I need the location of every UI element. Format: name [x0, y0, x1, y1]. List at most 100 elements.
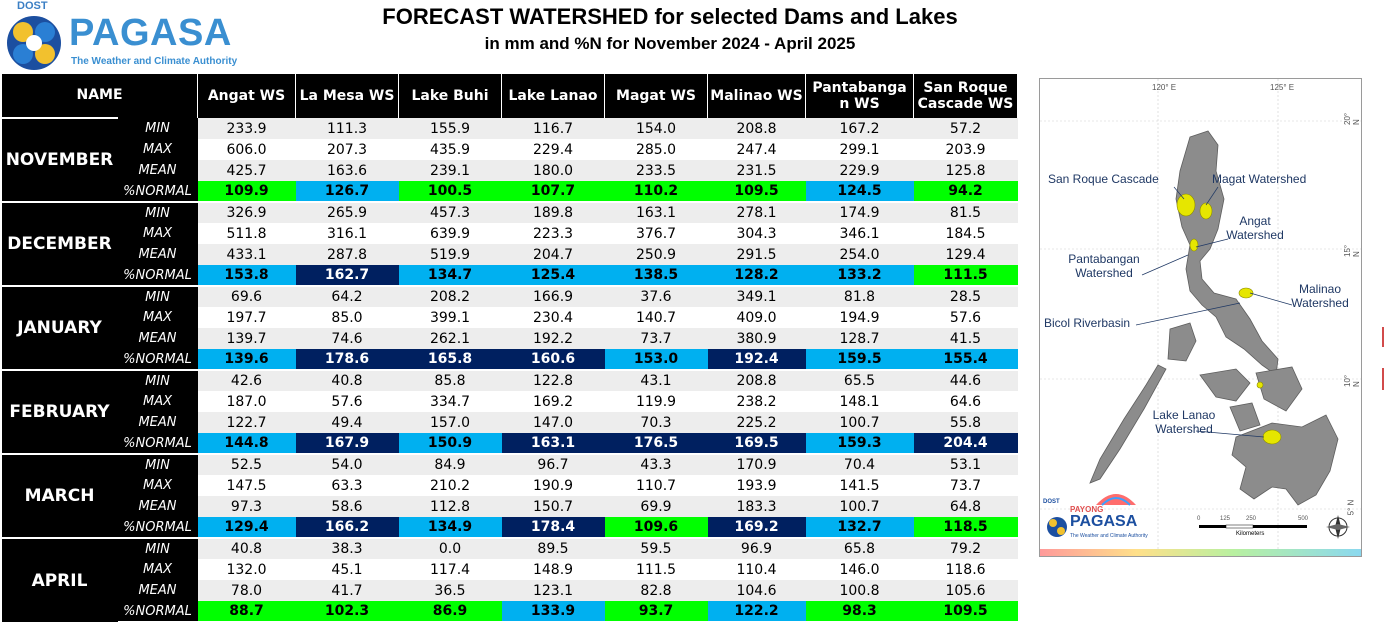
- stat-label: %NORMAL: [117, 181, 198, 203]
- value-cell: 197.7: [197, 307, 296, 328]
- percent-normal-cell: 132.7: [805, 517, 914, 539]
- percent-normal-cell: 163.1: [501, 433, 605, 455]
- lat-label: 5° N: [1346, 499, 1356, 516]
- value-cell: 278.1: [707, 202, 806, 223]
- table-row: DECEMBER MIN 326.9 265.9 457.3 189.8 163.1 278.…: [1, 201, 1018, 286]
- percent-normal-cell: 169.2: [707, 517, 806, 539]
- percent-normal-cell: 118.5: [913, 517, 1018, 539]
- value-cell: 174.9: [805, 202, 914, 223]
- lon-label: 120° E: [1152, 83, 1177, 92]
- percent-normal-cell: 98.3: [805, 601, 914, 623]
- value-cell: 57.6: [913, 307, 1018, 328]
- edge-mark: [1382, 368, 1384, 390]
- percent-normal-cell: 134.9: [398, 517, 502, 539]
- value-cell: 376.7: [604, 223, 708, 244]
- percent-normal-cell: 166.2: [295, 517, 399, 539]
- value-cell: 43.3: [604, 454, 708, 475]
- month-label: NOVEMBER: [1, 117, 118, 202]
- percent-normal-cell: 160.6: [501, 349, 605, 371]
- percent-normal-cell: 93.7: [604, 601, 708, 623]
- value-cell: 36.5: [398, 580, 502, 601]
- value-cell: 96.9: [707, 538, 806, 559]
- scale-tick: 125: [1220, 516, 1231, 522]
- column-header: La Mesa WS: [295, 74, 400, 118]
- column-header: Angat WS: [197, 74, 297, 118]
- percent-normal-cell: 109.9: [197, 181, 296, 203]
- value-cell: 59.5: [604, 538, 708, 559]
- percent-normal-cell: 126.7: [295, 181, 399, 203]
- stat-label: MIN: [117, 538, 198, 559]
- value-cell: 37.6: [604, 286, 708, 307]
- value-cell: 139.7: [197, 328, 296, 349]
- value-cell: 606.0: [197, 139, 296, 160]
- stat-label: MEAN: [117, 580, 198, 601]
- percent-normal-cell: 176.5: [604, 433, 708, 455]
- value-cell: 140.7: [604, 307, 708, 328]
- stat-label: MAX: [117, 391, 198, 412]
- value-cell: 43.1: [604, 370, 708, 391]
- map-logo-payong: PAYONG: [1070, 505, 1104, 514]
- value-cell: 52.5: [197, 454, 296, 475]
- table-row: MEAN 433.1 287.8 519.9 204.7 250.9 291.5 254.0 1…: [2, 244, 1018, 265]
- value-cell: 57.6: [295, 391, 399, 412]
- value-cell: 265.9: [295, 202, 399, 223]
- value-cell: 147.5: [197, 475, 296, 496]
- value-cell: 85.0: [295, 307, 399, 328]
- percent-normal-cell: 122.2: [707, 601, 806, 623]
- value-cell: 238.2: [707, 391, 806, 412]
- table-row: %NORMAL 144.8 167.9 150.9 163.1 176.5 169.5 159…: [2, 433, 1018, 455]
- table-row: MEAN 139.7 74.6 262.1 192.2 73.7 380.9 128.7 41.…: [2, 328, 1018, 349]
- value-cell: 70.3: [604, 412, 708, 433]
- month-label: FEBRUARY: [1, 369, 118, 454]
- table-row: MEAN 425.7 163.6 239.1 180.0 233.5 231.5 229.9 1…: [2, 160, 1018, 181]
- map-label-pantabangan: Pantabangan Watershed: [1068, 252, 1140, 280]
- value-cell: 150.7: [501, 496, 605, 517]
- value-cell: 233.5: [604, 160, 708, 181]
- value-cell: 433.1: [197, 244, 296, 265]
- value-cell: 100.7: [805, 412, 914, 433]
- stat-label: MAX: [117, 307, 198, 328]
- value-cell: 116.7: [501, 118, 605, 139]
- table-row: MAX 606.0 207.3 435.9 229.4 285.0 247.4 299.1 20…: [2, 139, 1018, 160]
- value-cell: 334.7: [398, 391, 502, 412]
- value-cell: 58.6: [295, 496, 399, 517]
- column-header: Pantabanga n WS: [805, 74, 915, 118]
- table-row: %NORMAL 129.4 166.2 134.9 178.4 109.6 169.2 132…: [2, 517, 1018, 539]
- value-cell: 122.7: [197, 412, 296, 433]
- value-cell: 73.7: [913, 475, 1018, 496]
- map-label-malinao: Malinao Watershed: [1291, 282, 1349, 310]
- watershed-map: 120° E 125° E 20° N 15° N 10° N 5° N San…: [1039, 78, 1362, 557]
- forecast-table: NAME Angat WS La Mesa WS Lake Buhi Lake …: [0, 74, 1019, 623]
- percent-normal-cell: 134.7: [398, 265, 502, 287]
- stat-label: MAX: [117, 139, 198, 160]
- value-cell: 42.6: [197, 370, 296, 391]
- table-row: FEBRUARY MIN 42.6 40.8 85.8 122.8 43.1 208.8 65.…: [1, 369, 1018, 454]
- value-cell: 207.3: [295, 139, 399, 160]
- percent-normal-cell: 133.9: [501, 601, 605, 623]
- lat-label: 10° N: [1343, 374, 1361, 387]
- value-cell: 299.1: [805, 139, 914, 160]
- dost-label: DOST: [17, 0, 48, 12]
- value-cell: 63.3: [295, 475, 399, 496]
- value-cell: 141.5: [805, 475, 914, 496]
- value-cell: 64.8: [913, 496, 1018, 517]
- percent-normal-cell: 128.2: [707, 265, 806, 287]
- stat-label: MEAN: [117, 160, 198, 181]
- value-cell: 639.9: [398, 223, 502, 244]
- value-cell: 208.8: [707, 370, 806, 391]
- value-cell: 247.4: [707, 139, 806, 160]
- stat-label: MEAN: [117, 412, 198, 433]
- value-cell: 148.9: [501, 559, 605, 580]
- value-cell: 44.6: [913, 370, 1018, 391]
- percent-normal-cell: 86.9: [398, 601, 502, 623]
- value-cell: 225.2: [707, 412, 806, 433]
- forecast-table-body: NOVEMBER MIN 233.9 111.3 155.9 116.7 154.0 208.…: [1, 117, 1018, 623]
- stat-label: %NORMAL: [117, 517, 198, 539]
- value-cell: 84.9: [398, 454, 502, 475]
- scale-tick: 250: [1246, 516, 1257, 522]
- percent-normal-cell: 138.5: [604, 265, 708, 287]
- map-label-angat: Angat Watershed: [1226, 214, 1284, 242]
- value-cell: 399.1: [398, 307, 502, 328]
- value-cell: 170.9: [707, 454, 806, 475]
- stat-label: %NORMAL: [117, 265, 198, 287]
